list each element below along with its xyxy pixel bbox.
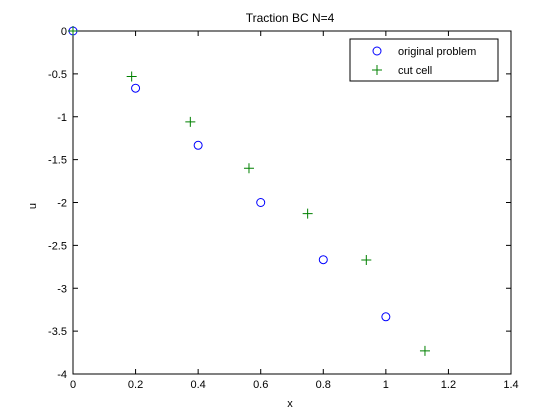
axis-ticks: 0 0.2 0.4 0.6 0.8 1 1.2 1.4 0 -0.5 -1 -1.5 -2 -2.5 -3 -… [48,26,519,391]
y-tick-label: -2.5 [48,240,67,252]
plot-area [72,30,512,375]
data-point-cut-cell [126,71,137,82]
x-tick-label: 0.8 [316,379,331,391]
y-tick-label: 0 [61,26,67,38]
x-tick-label: 0 [70,379,76,391]
data-point-original-problem [318,255,328,265]
data-marks [68,26,430,356]
legend-label-cut-cell: cut cell [398,65,432,77]
legend: original problem cut cell [349,38,499,82]
data-point-cut-cell [361,254,372,265]
x-tick-label: 1.2 [441,379,456,391]
x-axis-label: x [287,398,293,410]
data-point-cut-cell [302,208,313,219]
y-tick-label: -0.5 [48,69,67,81]
legend-box [349,38,499,82]
y-tick-label: -3 [57,283,67,295]
y-tick-label: -4 [57,369,67,381]
x-tick-label: 1.4 [503,379,518,391]
data-point-cut-cell [68,26,78,36]
data-point-original-problem [131,83,141,93]
legend-circle-marker [372,46,382,56]
data-point-cut-cell [419,345,430,356]
x-tick-label: 0.6 [253,379,268,391]
y-axis-label: u [27,203,39,209]
data-point-cut-cell [185,116,196,127]
legend-label-original-problem: original problem [398,46,476,58]
data-point-original-problem [381,312,391,322]
y-tick-label: -3.5 [48,326,67,338]
data-point-original-problem [193,140,203,150]
data-point-cut-cell [243,163,254,174]
x-tick-label: 1 [383,379,389,391]
chart-title: Traction BC N=4 [246,11,335,25]
y-tick-label: -2 [57,198,67,210]
y-tick-label: -1.5 [48,155,67,167]
y-tick-label: -1 [57,112,67,124]
x-tick-label: 0.4 [190,379,205,391]
legend-plus-marker [372,65,382,75]
x-tick-label: 0.2 [128,379,143,391]
data-point-original-problem [256,198,266,207]
